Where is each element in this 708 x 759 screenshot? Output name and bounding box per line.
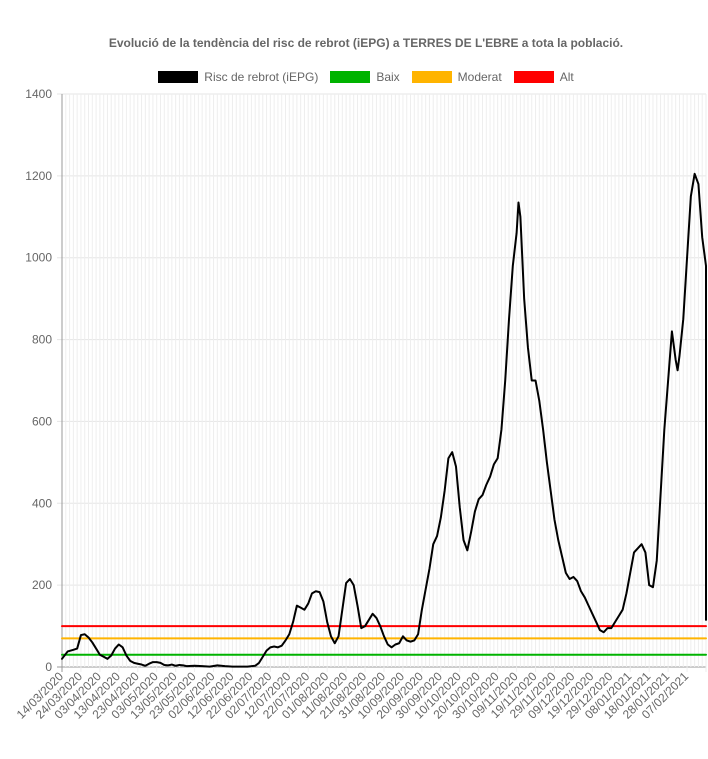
legend-label: Baix xyxy=(376,70,400,84)
y-tick-label: 1200 xyxy=(25,169,52,183)
series-line xyxy=(61,172,707,668)
legend-label: Moderat xyxy=(457,70,502,84)
y-tick-label: 1400 xyxy=(25,87,52,101)
y-tick-label: 800 xyxy=(32,333,52,347)
legend: Risc de rebrot (iEPG) Baix Moderat Alt xyxy=(0,70,708,84)
legend-item[interactable]: Risc de rebrot (iEPG) xyxy=(158,70,318,84)
chart-title: Evolució de la tendència del risc de reb… xyxy=(108,36,624,50)
y-tick-label: 600 xyxy=(32,414,52,428)
y-tick-label: 1000 xyxy=(25,251,52,265)
y-tick-label: 200 xyxy=(32,578,52,592)
legend-label: Risc de rebrot (iEPG) xyxy=(204,70,319,84)
legend-swatch xyxy=(411,71,452,83)
legend-swatch xyxy=(330,71,371,83)
y-tick-label: 400 xyxy=(32,496,52,510)
legend-swatch xyxy=(513,71,554,83)
y-tick-label: 0 xyxy=(45,660,52,674)
legend-item[interactable]: Baix xyxy=(330,70,400,84)
legend-item[interactable]: Moderat xyxy=(411,70,502,84)
legend-swatch xyxy=(158,71,199,83)
legend-label: Alt xyxy=(559,70,574,84)
legend-item[interactable]: Alt xyxy=(513,70,574,84)
